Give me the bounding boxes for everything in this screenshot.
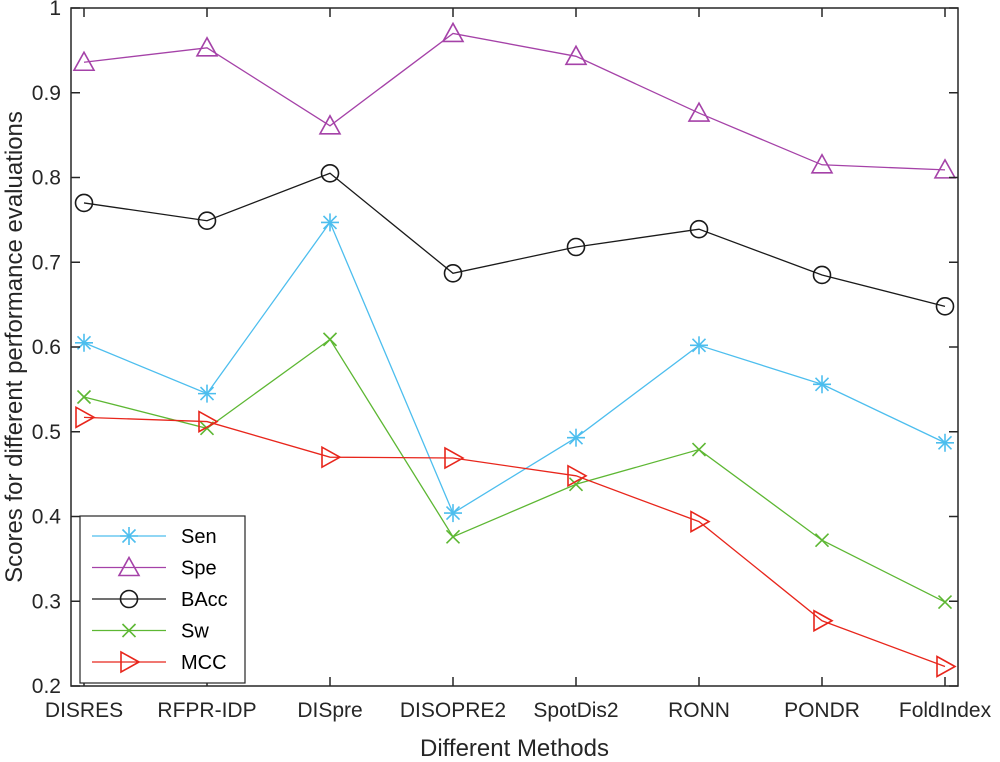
data-point-spe — [687, 101, 711, 122]
data-point-mcc — [444, 446, 465, 470]
series-sen — [75, 213, 954, 523]
data-point-mcc — [75, 405, 96, 429]
data-point-mcc — [567, 464, 588, 488]
series-line-bacc — [83, 172, 946, 307]
x-tick-label: DISOPRE2 — [400, 699, 506, 722]
y-tick-label: 0.2 — [32, 675, 61, 698]
series-line-sen — [83, 221, 946, 515]
data-point-spe — [72, 50, 96, 72]
x-tick-label: FoldIndex — [899, 699, 992, 722]
data-point-sen — [690, 336, 708, 355]
data-point-mcc — [936, 655, 957, 678]
data-point-bacc — [320, 163, 340, 183]
x-tick-label: RFPR-IDP — [157, 699, 256, 722]
data-point-spe — [933, 158, 957, 179]
data-point-sw — [322, 332, 338, 347]
data-point-spe — [810, 153, 834, 174]
legend-label: Sen — [181, 526, 217, 548]
series-mcc — [75, 405, 957, 678]
data-point-bacc — [689, 219, 709, 239]
data-point-mcc — [813, 609, 834, 633]
data-point-mcc — [690, 510, 711, 533]
data-point-bacc — [935, 297, 955, 316]
data-point-sen — [936, 433, 954, 452]
data-point-mcc — [198, 410, 219, 433]
data-point-mcc — [321, 445, 342, 469]
data-point-sen — [444, 504, 462, 523]
legend-marker — [117, 555, 141, 577]
legend: Sen Spe BAcc Sw MCC — [79, 515, 246, 684]
y-tick-label: 0.4 — [32, 506, 62, 529]
data-point-sen — [75, 333, 93, 352]
data-point-spe — [441, 21, 465, 43]
legend-label: MCC — [181, 652, 227, 674]
x-tick-label: PONDR — [784, 699, 860, 722]
axes-layer: 0.2 0.3 0.4 0.5 0.6 0.7 0.8 0.9 1 DISRES RFPR-IDP D… — [32, 0, 992, 722]
series-spe — [72, 21, 957, 179]
legend-marker — [120, 527, 138, 545]
series-line-sw — [83, 338, 946, 603]
data-point-bacc — [812, 265, 832, 285]
legend-item: Spe — [92, 555, 217, 580]
data-point-sen — [813, 375, 831, 394]
legend-label: Spe — [181, 558, 217, 580]
data-point-sw — [937, 595, 953, 610]
x-tick-label: DISpre — [297, 699, 362, 722]
data-point-sen — [198, 384, 216, 403]
y-tick-label: 0.7 — [32, 251, 61, 274]
series-line-mcc — [83, 416, 946, 668]
series-bacc — [74, 163, 955, 316]
legend-label: Sw — [181, 621, 209, 643]
data-point-sw — [691, 442, 707, 457]
legend-item: MCC — [92, 650, 227, 674]
data-point-bacc — [197, 211, 217, 231]
legend-item: Sw — [92, 621, 209, 643]
legend-marker — [121, 623, 137, 638]
data-point-sw — [568, 477, 584, 492]
data-point-bacc — [74, 193, 94, 213]
y-tick-label: 0.9 — [32, 82, 61, 105]
y-tick-label: 0.8 — [32, 167, 61, 190]
data-point-spe — [318, 114, 342, 135]
series-line-spe — [83, 32, 946, 171]
y-tick-label: 1 — [49, 0, 61, 20]
y-tick-label: 0.3 — [32, 590, 61, 613]
y-tick-label: 0.5 — [32, 421, 61, 444]
data-point-bacc — [566, 237, 586, 257]
data-point-sen — [321, 213, 339, 232]
legend-label: BAcc — [181, 589, 228, 611]
x-axis-title: Different Methods — [420, 735, 609, 762]
legend-item: Sen — [92, 526, 217, 548]
x-tick-label: DISRES — [45, 699, 123, 722]
plot-layer — [72, 21, 957, 678]
data-point-spe — [195, 36, 219, 57]
series-sw — [76, 332, 953, 610]
data-point-sw — [76, 389, 92, 405]
data-point-bacc — [443, 263, 463, 283]
x-tick-label: SpotDis2 — [533, 699, 618, 722]
data-point-sw — [814, 533, 830, 548]
legend-marker — [120, 650, 141, 674]
data-point-sen — [567, 428, 585, 447]
data-point-spe — [564, 44, 588, 66]
data-point-sw — [445, 529, 461, 544]
legend-item: BAcc — [92, 589, 228, 611]
legend-marker — [119, 589, 139, 609]
x-tick-label: RONN — [668, 699, 730, 722]
y-axis-title: Scores for different performance evaluat… — [1, 111, 28, 583]
y-tick-label: 0.6 — [32, 336, 61, 359]
